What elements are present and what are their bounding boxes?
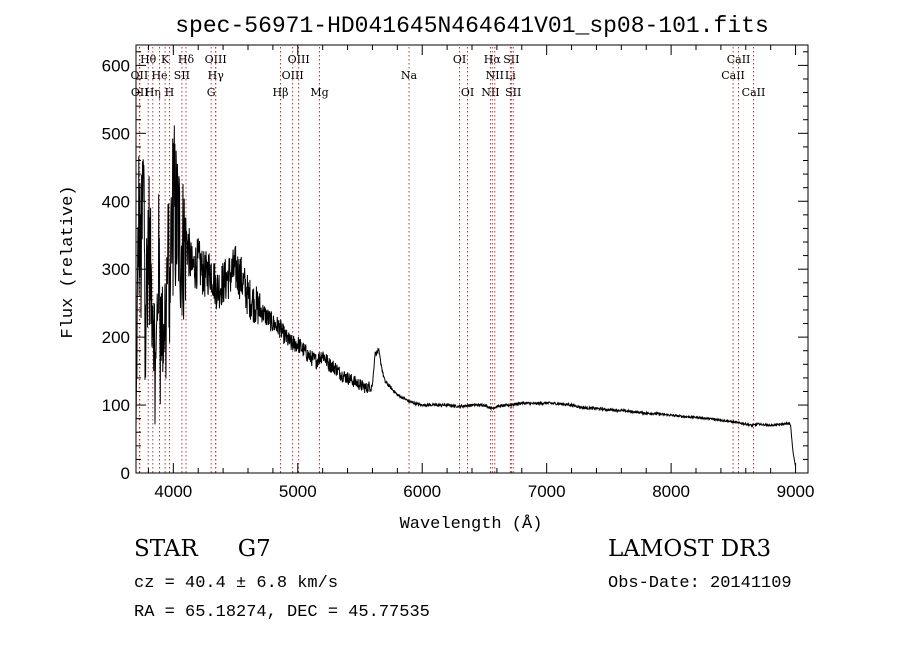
- y-tick-label: 200: [102, 328, 130, 347]
- y-tick-label: 600: [102, 56, 130, 75]
- y-axis-label: Flux (relative): [59, 185, 78, 338]
- chart-title: spec-56971-HD041645N464641V01_sp08-101.f…: [175, 13, 769, 39]
- ra-dec-coordinates: RA = 65.18274, DEC = 45.77535: [134, 603, 430, 622]
- y-tick-label: 300: [102, 260, 130, 279]
- y-tick-label: 0: [121, 464, 130, 483]
- x-tick-label: 9000: [777, 482, 815, 501]
- line-label: G: [207, 86, 216, 99]
- x-tick-label: 7000: [528, 482, 566, 501]
- classification: STAR G7: [134, 536, 271, 562]
- line-label: SII: [505, 86, 521, 99]
- line-label: Hθ: [140, 53, 157, 66]
- line-label: CaII: [742, 86, 766, 99]
- line-label: Hβ: [273, 86, 289, 99]
- line-label: CaII: [727, 53, 751, 66]
- line-label: OIII: [288, 53, 310, 66]
- y-tick-label: 400: [102, 192, 130, 211]
- plot-frame: [135, 44, 809, 474]
- line-label: OIII: [282, 69, 304, 82]
- x-tick-label: 5000: [279, 482, 317, 501]
- line-label: SII: [174, 69, 190, 82]
- line-label: H: [165, 86, 175, 99]
- y-tick-label: 500: [102, 124, 130, 143]
- spectral-subclass: G7: [237, 536, 271, 562]
- x-tick-label: 6000: [403, 482, 441, 501]
- line-label: Hδ: [178, 53, 195, 66]
- line-label: Li: [505, 69, 516, 82]
- line-label: He: [151, 69, 167, 82]
- line-label: CaII: [721, 69, 745, 82]
- line-label: K: [161, 53, 170, 66]
- spectrum-line: [135, 125, 797, 467]
- observation-date: Obs-Date: 20141109: [608, 574, 792, 593]
- line-label: NII: [486, 69, 504, 82]
- axis-ticks: 4000 5000 6000 7000 8000 9000 0 100 200 300 400 500…: [102, 45, 815, 501]
- line-label: Na: [401, 69, 418, 82]
- line-label: NII: [481, 86, 499, 99]
- object-type: STAR: [134, 536, 198, 562]
- redshift-velocity: cz = 40.4 ± 6.8 km/s: [134, 574, 339, 593]
- line-label: Hγ: [208, 69, 225, 82]
- x-tick-label: 4000: [154, 482, 192, 501]
- survey-name: LAMOST DR3: [608, 536, 772, 562]
- line-label: Hα: [484, 53, 502, 66]
- x-tick-label: 8000: [652, 482, 690, 501]
- line-label: Hη: [145, 86, 161, 99]
- line-label: OI: [453, 53, 466, 66]
- x-axis-label: Wavelength (Å): [400, 515, 543, 534]
- line-label: SII: [503, 53, 519, 66]
- line-label: OI: [461, 86, 474, 99]
- y-tick-label: 100: [102, 396, 130, 415]
- line-label: Mg: [310, 86, 328, 99]
